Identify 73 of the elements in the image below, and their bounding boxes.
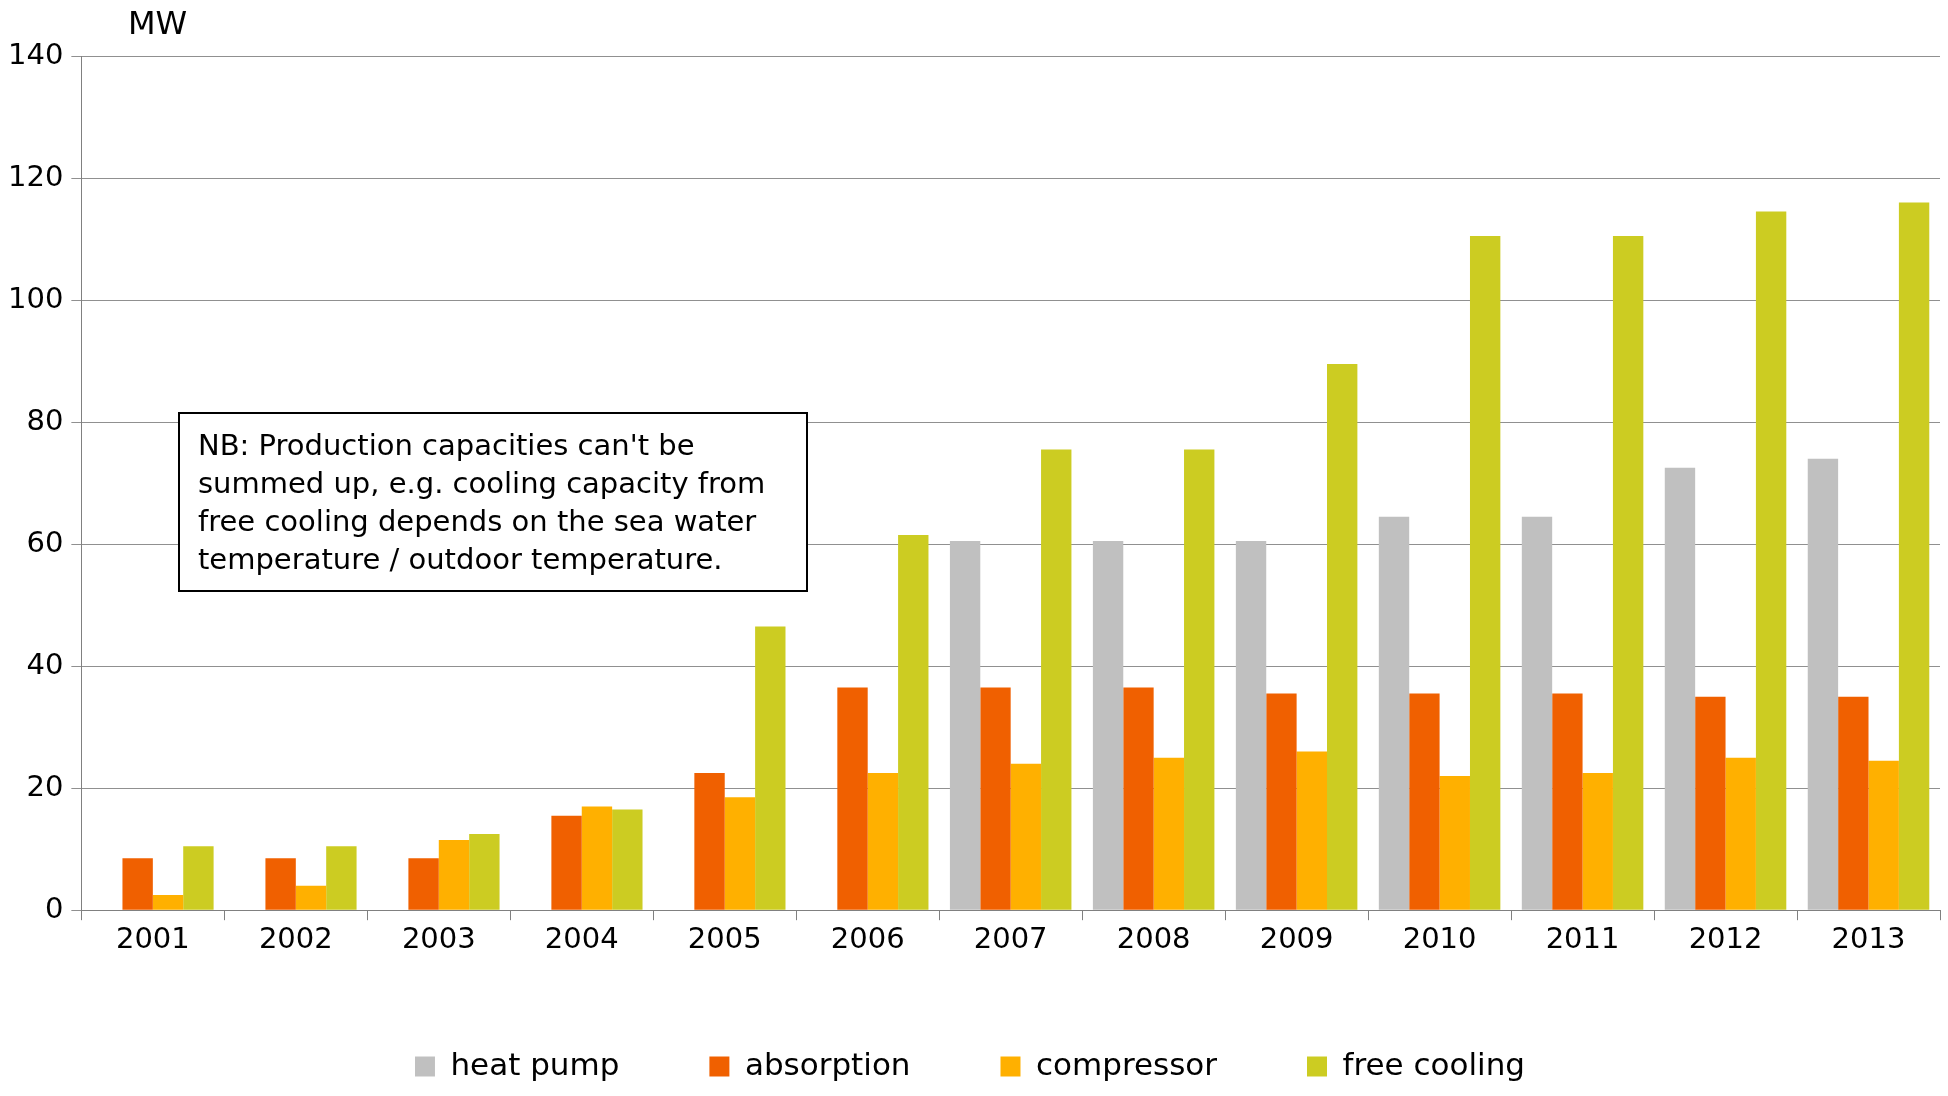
- bar: [326, 846, 357, 910]
- bar: [1153, 757, 1185, 910]
- bar: [694, 772, 725, 910]
- bar: [469, 833, 500, 910]
- bar: [1582, 772, 1613, 910]
- bar: [1469, 235, 1501, 910]
- bar: [1695, 696, 1726, 910]
- x-tick-label: 2006: [830, 921, 905, 956]
- y-tick-label: 100: [7, 280, 64, 315]
- bar: [1807, 458, 1839, 910]
- x-tick-label: 2002: [258, 921, 333, 956]
- bar: [551, 815, 582, 910]
- bar: [1184, 449, 1215, 910]
- bar: [122, 858, 153, 910]
- bar: [1327, 364, 1358, 910]
- bar: [612, 809, 643, 910]
- y-tick-label: 40: [26, 646, 64, 681]
- bar: [1010, 763, 1042, 910]
- x-tick-label: 2005: [687, 921, 762, 956]
- y-tick-label: 0: [44, 890, 64, 925]
- bar: [295, 885, 327, 910]
- bar: [1266, 693, 1297, 910]
- bar: [1123, 687, 1154, 910]
- bar: [1612, 235, 1644, 910]
- bar: [1235, 541, 1267, 910]
- bar: [867, 772, 899, 910]
- x-tick-label: 2003: [401, 921, 476, 956]
- y-axis-title: MW: [128, 4, 188, 42]
- bar: [1409, 693, 1440, 910]
- bar: [1092, 541, 1124, 910]
- y-tick-label: 80: [26, 402, 64, 437]
- x-tick-label: 2013: [1831, 921, 1906, 956]
- bar: [949, 541, 981, 910]
- bar: [1868, 760, 1899, 910]
- bar: [1296, 751, 1327, 910]
- bar: [1552, 693, 1583, 910]
- bar: [1838, 696, 1869, 910]
- x-tick-label: 2009: [1259, 921, 1334, 956]
- x-tick-label: 2011: [1545, 921, 1620, 956]
- annotation: NB: Production capacities can't be summed up, e.g. cooling capacity from free cooling depends on the sea water temperature / outdoor temperature.: [178, 412, 808, 592]
- bar: [1664, 467, 1696, 910]
- bar: [837, 687, 868, 910]
- bar: [1755, 211, 1787, 910]
- bar: [898, 534, 929, 910]
- bar: [265, 858, 296, 910]
- bar: [1378, 516, 1410, 910]
- bar: [1521, 516, 1553, 910]
- x-tick-label: 2001: [115, 921, 190, 956]
- bar: [724, 797, 756, 910]
- bar: [980, 687, 1011, 910]
- x-tick-label: 2008: [1116, 921, 1191, 956]
- bar: [755, 626, 786, 910]
- bar: [1725, 757, 1756, 910]
- x-tick-label: 2004: [544, 921, 619, 956]
- y-tick-label: 20: [26, 768, 64, 803]
- legend-label: compressor: [1035, 1045, 1218, 1082]
- y-tick-label: 60: [26, 524, 64, 559]
- bar: [152, 894, 184, 910]
- bar: [1041, 449, 1072, 910]
- legend-label: free cooling: [1342, 1045, 1526, 1082]
- bar: [1439, 775, 1470, 910]
- bar: [183, 846, 214, 910]
- x-tick-label: 2012: [1688, 921, 1763, 956]
- bar: [438, 840, 470, 910]
- x-tick-label: 2010: [1402, 921, 1477, 956]
- legend-label: heat pump: [450, 1045, 620, 1082]
- legend-label: absorption: [744, 1045, 911, 1082]
- bar: [581, 806, 613, 910]
- bar: [1898, 202, 1930, 910]
- y-tick-label: 140: [7, 36, 64, 71]
- x-tick-label: 2007: [973, 921, 1048, 956]
- y-tick-label: 120: [7, 158, 64, 193]
- bar: [408, 858, 439, 910]
